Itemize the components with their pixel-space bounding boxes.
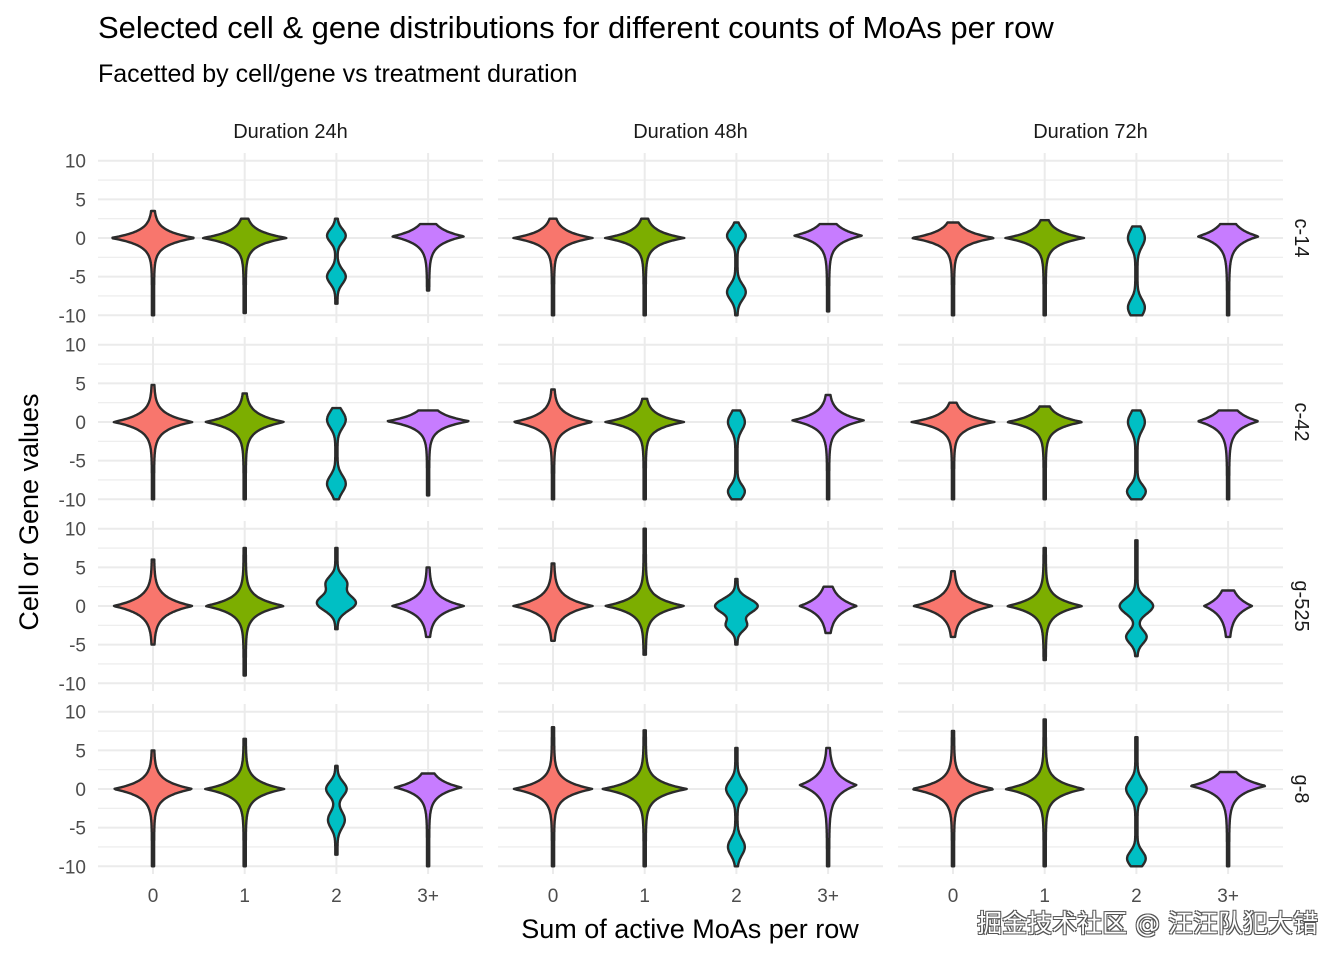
violin-g-525-duration-24h-cat-0	[112, 558, 194, 646]
row-strip-label: g-525	[1290, 580, 1312, 631]
x-tick-label: 1	[239, 886, 250, 907]
x-tick-label: 2	[1131, 886, 1142, 907]
violin-c-42-duration-48h-cat-0	[513, 388, 593, 501]
violin-c-14-duration-72h-cat-2	[1126, 225, 1146, 317]
violin-g-8-duration-72h-cat-3plus	[1190, 770, 1267, 868]
violin-c-42-duration-24h-cat-0	[112, 383, 194, 501]
y-tick-label: 10	[65, 336, 86, 357]
violin-g-525-duration-48h-cat-1	[604, 527, 685, 656]
x-tick-label: 1	[639, 886, 650, 907]
column-strip-label: Duration 72h	[1033, 121, 1148, 143]
y-tick-label: -5	[69, 636, 86, 657]
y-tick-label: 10	[65, 520, 86, 541]
x-axis-title: Sum of active MoAs per row	[521, 914, 859, 944]
x-tick-label: 0	[148, 886, 159, 907]
violin-g-8-duration-24h-cat-1	[204, 737, 286, 868]
violin-g-8-duration-48h-cat-2	[724, 746, 748, 868]
y-tick-label: -10	[59, 857, 86, 878]
y-tick-label: -5	[69, 452, 86, 473]
violin-c-42-duration-24h-cat-2	[325, 406, 347, 501]
row-strip-label: c-42	[1290, 403, 1312, 442]
column-strip-label: Duration 48h	[633, 121, 748, 143]
row-strip-label: c-14	[1290, 219, 1312, 258]
violin-c-14-duration-24h-cat-1	[201, 217, 288, 315]
violin-c-42-duration-72h-cat-2	[1125, 409, 1147, 501]
violin-c-42-duration-48h-cat-1	[604, 397, 686, 501]
violin-c-14-duration-48h-cat-3plus	[793, 222, 863, 313]
y-tick-label: 0	[75, 229, 86, 250]
y-tick-label: -5	[69, 819, 86, 840]
violin-c-42-duration-24h-cat-3plus	[386, 409, 470, 497]
violin-g-525-duration-48h-cat-0	[512, 562, 594, 642]
violin-g-8-duration-72h-cat-0	[912, 729, 994, 868]
violin-g-525-duration-48h-cat-2	[713, 577, 759, 646]
violin-g-8-duration-48h-cat-3plus	[798, 746, 858, 868]
violin-c-42-duration-72h-cat-1	[1006, 405, 1083, 501]
violin-c-14-duration-72h-cat-1	[1004, 219, 1086, 317]
y-tick-label: 10	[65, 703, 86, 724]
violin-g-525-duration-72h-cat-1	[1006, 546, 1083, 662]
violin-g-8-duration-48h-cat-0	[512, 726, 594, 868]
violin-g-525-duration-24h-cat-1	[205, 546, 285, 677]
violin-c-42-duration-48h-cat-2	[726, 409, 746, 501]
violin-g-8-duration-48h-cat-1	[601, 729, 688, 868]
x-tick-label: 3+	[1217, 886, 1239, 907]
watermark: 掘金技术社区 @ 汪汪队犯大错	[977, 909, 1318, 938]
violin-c-14-duration-24h-cat-3plus	[391, 222, 465, 292]
row-strip-label: g-8	[1290, 775, 1312, 804]
violin-c-14-duration-72h-cat-0	[911, 221, 995, 317]
violin-g-8-duration-24h-cat-0	[113, 749, 193, 868]
violin-c-14-duration-48h-cat-0	[512, 217, 594, 317]
violin-g-525-duration-72h-cat-0	[912, 570, 994, 639]
violin-c-14-duration-24h-cat-0	[111, 209, 195, 317]
violin-g-8-duration-72h-cat-2	[1124, 736, 1148, 868]
x-tick-label: 2	[731, 886, 742, 907]
violin-c-42-duration-24h-cat-1	[204, 392, 285, 501]
violin-g-525-duration-72h-cat-3plus	[1203, 589, 1254, 639]
violin-g-8-duration-72h-cat-1	[1004, 718, 1085, 868]
y-tick-label: -5	[69, 268, 86, 289]
violin-c-14-duration-48h-cat-1	[603, 217, 686, 317]
y-tick-label: 5	[75, 741, 86, 762]
x-tick-label: 3+	[817, 886, 839, 907]
violin-g-8-duration-24h-cat-2	[324, 764, 348, 856]
violin-c-14-duration-48h-cat-2	[725, 221, 747, 317]
violin-c-14-duration-24h-cat-2	[325, 217, 347, 305]
y-tick-label: -10	[59, 674, 86, 695]
violin-g-525-duration-24h-cat-2	[315, 546, 358, 631]
column-strip-label: Duration 24h	[233, 121, 348, 143]
x-tick-label: 2	[331, 886, 342, 907]
chart-title: Selected cell & gene distributions for d…	[98, 10, 1054, 45]
y-axis-title: Cell or Gene values	[14, 393, 44, 630]
y-tick-label: 10	[65, 152, 86, 173]
y-tick-label: 5	[75, 374, 86, 395]
violin-c-42-duration-48h-cat-3plus	[791, 393, 865, 501]
x-tick-label: 0	[548, 886, 559, 907]
y-tick-label: 0	[75, 413, 86, 434]
chart-subtitle: Facetted by cell/gene vs treatment durat…	[98, 60, 578, 88]
y-tick-label: 0	[75, 780, 86, 801]
y-tick-label: -10	[59, 306, 86, 327]
violin-c-42-duration-72h-cat-0	[910, 401, 996, 501]
x-tick-label: 3+	[417, 886, 439, 907]
violin-g-8-duration-24h-cat-3plus	[393, 772, 463, 868]
violin-g-525-duration-72h-cat-2	[1118, 539, 1155, 658]
violin-g-525-duration-48h-cat-3plus	[798, 585, 858, 635]
x-tick-label: 0	[948, 886, 959, 907]
y-tick-label: 0	[75, 597, 86, 618]
y-tick-label: 5	[75, 558, 86, 579]
x-tick-label: 1	[1039, 886, 1050, 907]
y-tick-label: 5	[75, 190, 86, 211]
violin-c-42-duration-72h-cat-3plus	[1197, 409, 1259, 501]
violin-g-525-duration-24h-cat-3plus	[391, 566, 465, 639]
violin-c-14-duration-72h-cat-3plus	[1197, 222, 1260, 317]
y-tick-label: -10	[59, 490, 86, 511]
